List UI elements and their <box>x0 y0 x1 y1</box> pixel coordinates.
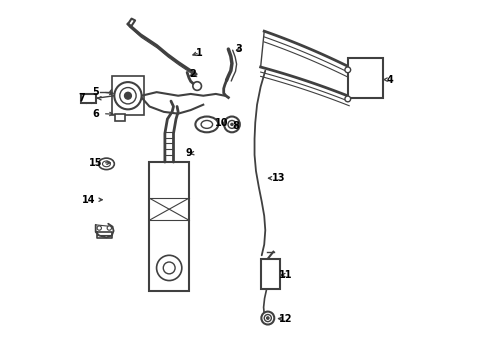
Circle shape <box>163 262 175 274</box>
Text: 5: 5 <box>92 87 99 97</box>
Circle shape <box>156 255 182 280</box>
Circle shape <box>120 87 136 104</box>
Circle shape <box>124 92 131 99</box>
Ellipse shape <box>99 158 114 170</box>
Circle shape <box>230 123 233 126</box>
Text: 11: 11 <box>279 270 292 280</box>
Circle shape <box>344 67 350 73</box>
Bar <box>81 94 96 103</box>
Circle shape <box>344 96 350 102</box>
Text: 15: 15 <box>89 158 102 168</box>
Bar <box>112 76 144 116</box>
Circle shape <box>97 226 101 230</box>
Bar <box>348 58 382 98</box>
Text: 1: 1 <box>196 48 203 58</box>
Text: 3: 3 <box>235 44 242 54</box>
Text: 7: 7 <box>78 93 84 103</box>
Circle shape <box>110 89 116 95</box>
Ellipse shape <box>102 161 110 167</box>
Polygon shape <box>115 114 125 121</box>
Circle shape <box>227 121 235 129</box>
Text: 2: 2 <box>189 69 196 79</box>
Circle shape <box>266 317 268 319</box>
Text: 8: 8 <box>232 121 239 131</box>
Circle shape <box>107 226 111 230</box>
Text: 10: 10 <box>214 118 227 128</box>
Circle shape <box>114 82 142 109</box>
Text: 9: 9 <box>185 148 192 158</box>
Ellipse shape <box>195 117 218 132</box>
Circle shape <box>192 82 201 90</box>
Circle shape <box>264 315 271 321</box>
Bar <box>149 162 188 291</box>
Text: 13: 13 <box>271 173 285 183</box>
Text: 12: 12 <box>279 314 292 324</box>
Ellipse shape <box>201 121 212 129</box>
Bar <box>260 259 280 289</box>
Text: 6: 6 <box>92 109 99 119</box>
Text: 4: 4 <box>386 75 392 85</box>
Text: 14: 14 <box>81 195 95 205</box>
Circle shape <box>224 117 239 132</box>
Circle shape <box>261 312 274 324</box>
